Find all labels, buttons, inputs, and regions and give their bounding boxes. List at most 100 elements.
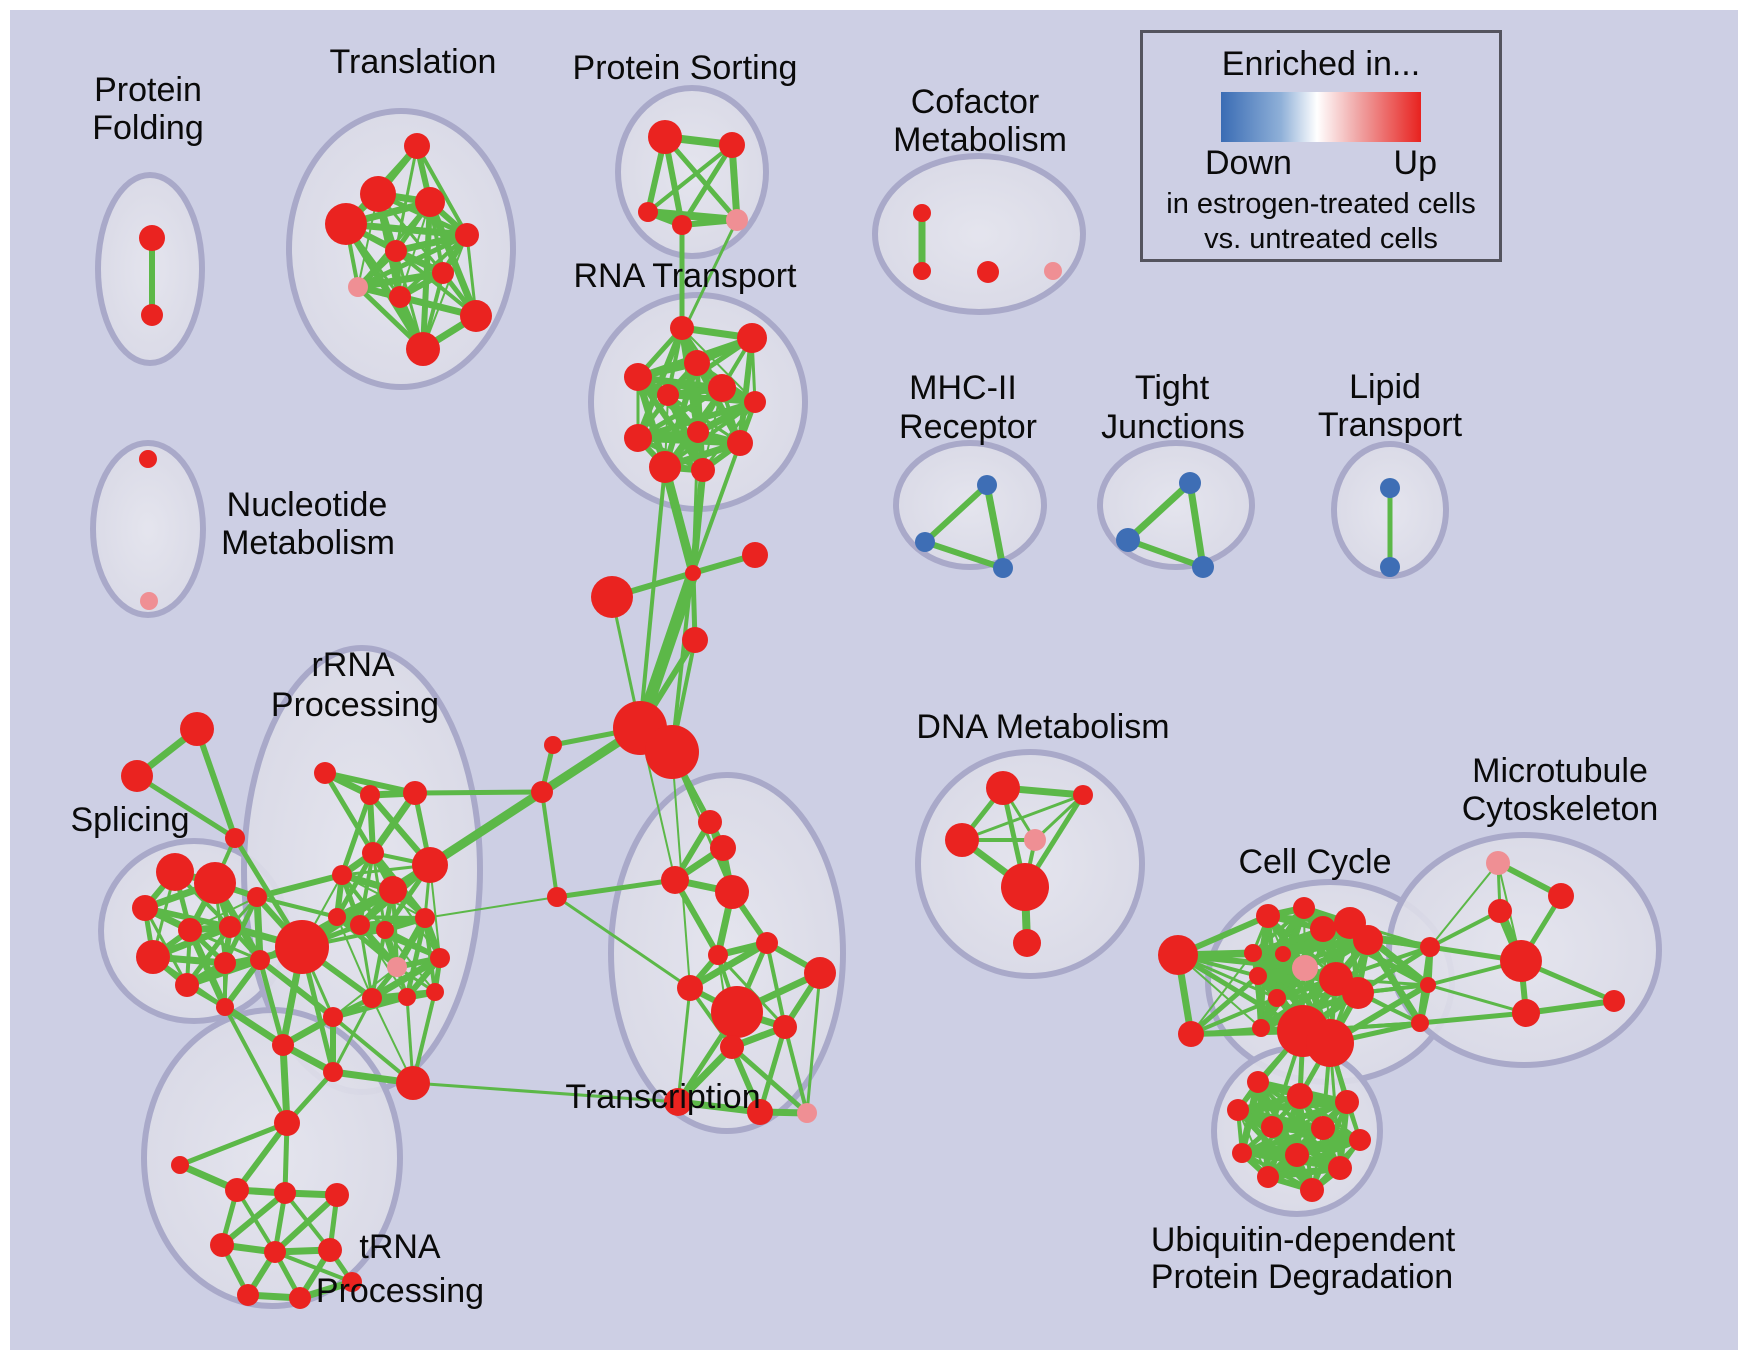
enrichment-edge <box>682 219 739 331</box>
gene-set-node-red <box>225 1178 249 1202</box>
gene-set-node-red <box>379 876 407 904</box>
enrichment-edge <box>424 896 558 919</box>
gene-set-node-blue <box>1380 557 1400 577</box>
enrichment-edge <box>256 872 343 900</box>
gene-set-node-red <box>708 374 736 402</box>
gene-set-node-red <box>720 1035 744 1059</box>
legend-caption-line2: vs. untreated cells <box>1204 223 1438 256</box>
cluster-label: MHC-II <box>909 369 1017 407</box>
cluster-label: tRNA <box>359 1228 441 1266</box>
enrichment-edge <box>334 851 376 919</box>
enrichment-edge <box>358 924 374 999</box>
gene-set-node-red <box>247 887 267 907</box>
gene-set-node-pink <box>726 209 748 231</box>
gene-set-node-red <box>1178 1021 1204 1047</box>
enrichment-edge <box>423 917 437 993</box>
gene-set-node-red <box>1232 1143 1252 1163</box>
enrichment-edge <box>272 1192 340 1255</box>
gene-set-node-red <box>275 920 329 974</box>
gene-set-node-red <box>1257 1166 1279 1188</box>
enrichment-edge <box>646 143 734 214</box>
enrichment-edge <box>1190 952 1254 1035</box>
gene-set-node-red <box>274 1110 300 1136</box>
gene-set-node-pink <box>1486 851 1510 875</box>
gene-set-node-red <box>1244 944 1262 962</box>
cluster-label: Tight <box>1135 369 1210 407</box>
cluster-label: Protein Degradation <box>1151 1258 1453 1296</box>
enrichment-edge <box>404 917 428 998</box>
gene-set-node-red <box>1256 904 1280 928</box>
gene-set-node-red <box>325 1183 349 1207</box>
gene-set-node-red <box>210 1233 234 1257</box>
gene-set-node-red <box>1353 925 1383 955</box>
gene-set-node-red <box>727 430 753 456</box>
gene-set-node-red <box>314 762 336 784</box>
gene-set-node-red <box>362 988 382 1008</box>
gene-set-node-blue <box>1380 478 1400 498</box>
gene-set-node-red <box>289 1287 311 1309</box>
cluster-label: Junctions <box>1101 408 1245 446</box>
gene-set-node-red <box>175 973 199 997</box>
gene-set-node-red <box>1548 883 1574 909</box>
cluster-label: Translation <box>330 43 497 81</box>
gene-set-node-blue <box>1192 556 1214 578</box>
cluster-label: Splicing <box>70 801 189 839</box>
enrichment-edge <box>412 1081 679 1104</box>
gene-set-node-red <box>426 983 444 1001</box>
gene-set-node-red <box>913 262 931 280</box>
gene-set-node-red <box>1603 990 1625 1012</box>
enrichment-edge <box>637 399 756 441</box>
enrichment-edge <box>223 1006 289 1124</box>
cluster-label: Microtubule <box>1472 752 1648 790</box>
gene-set-node-red <box>360 785 380 805</box>
enrichment-edge <box>370 954 442 1002</box>
enrichment-edge <box>220 1190 287 1248</box>
enrichment-edge <box>394 249 478 318</box>
enrichment-edge <box>1419 1010 1527 1026</box>
gene-set-node-red <box>362 842 384 864</box>
enrichment-edge <box>1189 974 1260 1036</box>
gene-set-node <box>682 627 708 653</box>
gene-set-node-blue <box>1179 472 1201 494</box>
gene-set-node-red <box>661 866 689 894</box>
enrichment-edge <box>179 1120 288 1168</box>
gene-set-node <box>544 736 562 754</box>
gene-set-node-red <box>1310 916 1336 942</box>
gene-set-node-blue <box>977 475 997 495</box>
gene-set-node-red <box>136 940 170 974</box>
cluster-label: Transcription <box>565 1078 760 1116</box>
enrichment-edge <box>322 771 376 855</box>
gene-set-node <box>547 887 567 907</box>
gene-set-node-red <box>1420 977 1436 993</box>
enrichment-edge <box>730 1045 809 1115</box>
enrichment-edge <box>540 791 559 898</box>
gene-set-node <box>645 725 699 779</box>
cluster-label: Metabolism <box>893 121 1067 159</box>
gene-set-node-red <box>430 948 450 968</box>
gene-set-node-red <box>225 828 245 848</box>
enrichment-edge <box>672 878 721 957</box>
enrichment-edge <box>194 728 238 839</box>
gene-set-node-red <box>1261 1116 1283 1138</box>
gene-set-node-red <box>432 262 454 284</box>
gene-set-node-red <box>1268 989 1286 1007</box>
gene-set-node-red <box>1512 999 1540 1027</box>
gene-set-node-red <box>139 450 157 468</box>
enrichment-edge <box>961 793 1084 842</box>
gene-set-node-blue <box>993 558 1013 578</box>
gene-set-node-pink <box>348 277 368 297</box>
gene-set-node <box>742 542 768 568</box>
enrichment-edge <box>257 959 286 1046</box>
cluster-label: Processing <box>316 1272 484 1310</box>
legend-gradient-bar <box>1221 92 1421 142</box>
gene-set-node-red <box>1311 1116 1335 1140</box>
enrichment-edge <box>660 465 698 575</box>
enrichment-edge <box>339 794 373 876</box>
gene-set-node <box>591 576 633 618</box>
enrichment-edge <box>418 789 543 796</box>
gene-set-node <box>531 781 553 803</box>
gene-set-node-pink <box>1024 829 1046 851</box>
